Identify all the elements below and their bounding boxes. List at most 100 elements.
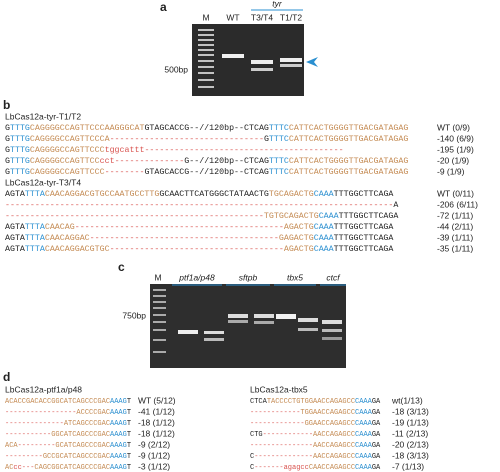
gel-c [150, 284, 346, 368]
edit-result: -195 (1/9) [437, 144, 474, 154]
sequence: GTTTGCAGGGGCCAGTTCCcct--------------G--/… [5, 156, 408, 166]
sequence-segment: CAACCAGAGCC [309, 464, 355, 472]
sequence-segment: TTTA [25, 190, 45, 199]
arrowhead [306, 57, 318, 67]
sequence-segment: AGTA [5, 190, 25, 199]
size-marker: 750bp [122, 310, 146, 320]
edit-result: -11 (2/13) [392, 428, 428, 438]
sequence-segment: G [5, 146, 10, 155]
sequence-segment: GCCGCATCAGCCCGAC [43, 453, 110, 461]
sequence-segment: GA [372, 398, 381, 406]
edit-result: -9 (1/12) [138, 450, 170, 460]
size-marker: 500bp [164, 64, 188, 74]
sequence-segment: --------------- [250, 442, 313, 450]
sequence-segment: C [250, 464, 254, 472]
sequence-segment: CAGGGGCCAGTTCCC [30, 146, 105, 155]
sequence-segment: AAAG [110, 420, 127, 428]
sequence-segment: CAAA [355, 409, 373, 417]
edit-result: -9 (2/12) [138, 439, 170, 449]
sequence-segment: G [5, 124, 10, 133]
sequence: ACA---------GCATCAGCCCGACAAAGT [5, 442, 131, 450]
sequence-segment: ----------- [5, 431, 51, 439]
sequence-segment: CAAA [355, 464, 373, 472]
sequence-segment: TTTC [269, 124, 289, 133]
sequence-segment: ACACCGACACCGGCATCAGCCCGAC [5, 398, 110, 406]
sequence-segment: ------------- [250, 420, 305, 428]
sequence-segment: ----------------------------------------… [5, 212, 264, 221]
sequence-segment: AGACTG [284, 245, 314, 254]
sequence-segment: GA [372, 420, 381, 428]
sequence-segment: T [127, 431, 131, 439]
sequence-segment: TTTC [269, 168, 289, 177]
sequence-segment: CAACAGGACGTGCCAATGCCTTG [45, 190, 160, 199]
sequence: C--------------AACCAGAGCCCAAAGA [250, 453, 381, 461]
sequence-segment: TTTGGCTTCAGA [334, 223, 394, 232]
sequence-segment: AAAG [110, 442, 127, 450]
sequence-segment: -------------- [254, 453, 313, 461]
sequence-segment: GTAGCACCG--//120bp--CTCAG [144, 123, 268, 133]
sequence-segment: CAAA [355, 453, 373, 461]
gel-a [192, 24, 304, 96]
sequence: ---------------AACCAGAGCCCAAAGA [250, 442, 381, 450]
sequence-segment: CAAA [355, 442, 373, 450]
sequence-segment: TGGAACCAGAGCC [300, 409, 355, 417]
sequence-segment: AGTA [5, 223, 25, 232]
sequence-segment: ACCCCGAC [76, 409, 110, 417]
sequence: AGTATTTACAACAGGACGTGC-------------------… [5, 245, 393, 254]
edit-result: -18 (1/12) [138, 428, 175, 438]
sequence-segment: AACCAGAGCC [313, 453, 355, 461]
sequence: GTTTGCAGGGGCCAGTTCCC--------GTAGCACCG--/… [5, 167, 408, 177]
sequence-segment: T [127, 464, 131, 472]
sequence-segment: AAAG [110, 409, 127, 417]
sequence: GTTTGCAGGGGCCAGTTCCCA-------------------… [5, 135, 408, 144]
sequence-segment: TTTG [10, 124, 30, 133]
sequence-segment: TTTA [25, 245, 45, 254]
sequence-segment: -------------------------------------- [90, 234, 279, 243]
sequence: -----------------ACCCCGACAAAGT [5, 409, 131, 417]
lane-label: M [202, 12, 209, 22]
lane-label: WT [226, 12, 239, 22]
sequence-segment: CATTCACTGGGGTTGACGATAGAG [289, 157, 409, 166]
sequence-segment: AACCAGAGCC [313, 431, 355, 439]
sequence-segment: GAGACTG [279, 234, 314, 243]
sequence-segment: TTTG [10, 135, 30, 144]
edit-result: -18 (3/13) [392, 450, 429, 460]
sequence-segment: AGTA [5, 234, 25, 243]
sequence-segment: CAAA [319, 212, 339, 221]
sequence-segment: ---------------------------------------- [144, 146, 343, 155]
sequence-segment: -------- [105, 168, 145, 177]
sequence-segment: AGTA [5, 245, 25, 254]
sequence-segment: CTG [250, 431, 263, 439]
sequence: AGTATTTACAACAG--------------------------… [5, 223, 393, 232]
sequence-segment: TTTA [25, 234, 45, 243]
panel-label: c [118, 260, 125, 274]
edit-result: -3 (1/12) [138, 461, 170, 471]
sequence-segment: AC [5, 464, 13, 472]
group-title: LbCas12a-tyr-T1/T2 [5, 111, 81, 121]
sequence-segment: TTTC [269, 135, 289, 144]
sequence-segment: TTTG [10, 157, 30, 166]
sequence-segment: CAACAGGAC [45, 234, 90, 243]
sequence-segment: ATCAGCCCGAC [64, 420, 110, 428]
edit-result: -7 (1/13) [392, 461, 424, 471]
edit-result: -9 (1/9) [437, 166, 465, 176]
edit-result: -72 (1/11) [437, 210, 473, 220]
sequence-segment: GCAACTTCATGGGCTATAACTG [159, 190, 269, 199]
sequence-segment: --------- [5, 453, 43, 461]
sequence-segment: -------------- [115, 157, 185, 166]
panel-label: a [160, 0, 167, 14]
sequence-segment: GTAGCACCG--//120bp--CTCAG [144, 167, 268, 177]
sequence-segment: ----------------- [5, 409, 76, 417]
edit-result: -35 (1/11) [437, 243, 473, 253]
sequence-segment: C [250, 453, 254, 461]
sequence-segment: --------- [18, 442, 56, 450]
lane-label: ptf1a/p48 [178, 272, 215, 282]
sequence-segment: AAAG [110, 464, 127, 472]
edit-result: -39 (1/11) [437, 232, 473, 242]
sequence-segment: T [127, 420, 131, 428]
sequence-segment: CAAA [314, 223, 334, 232]
sequence: ACcc---CAGCGGCATCAGCCCGACAAAGT [5, 464, 131, 472]
sequence-segment: CAGGGGCCAGTTCC [30, 157, 100, 166]
edit-result: -44 (2/11) [437, 221, 473, 231]
edit-result: WT (0/9) [437, 122, 470, 132]
